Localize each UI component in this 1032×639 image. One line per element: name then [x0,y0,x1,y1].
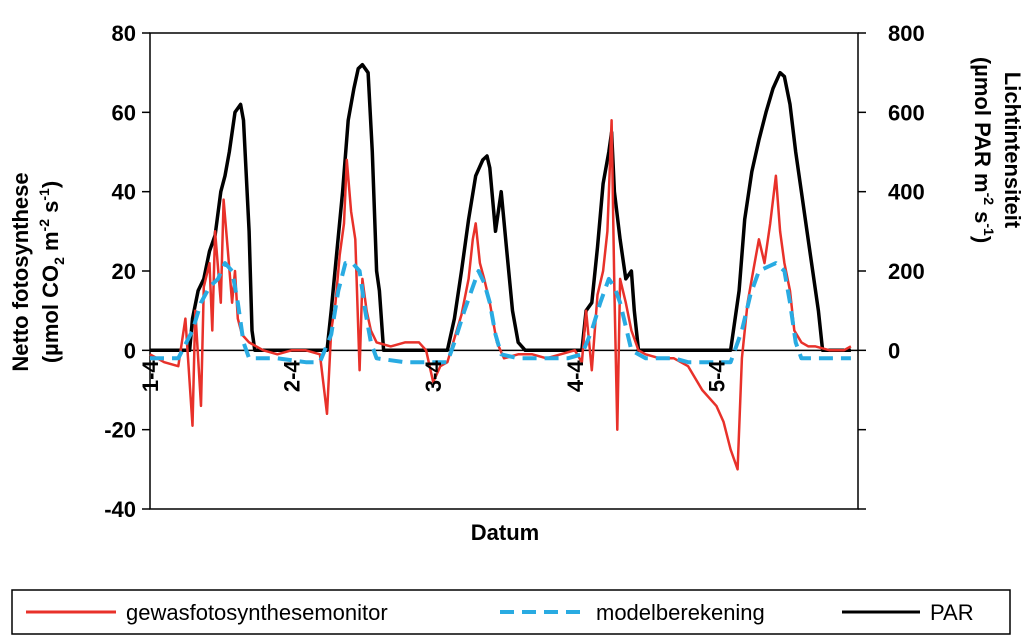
left-axis-title: Netto fotosynthese (µmol CO2 m-2 s-1) [8,172,67,371]
x-tick-label: 2-4 [280,360,305,393]
series-line-PAR [150,62,851,353]
plot-border [149,32,859,510]
legend-label-modelberekening: modelberekening [596,600,765,625]
series-layer [149,62,852,471]
legend-box [11,589,1011,635]
legend-label-gewasfotosynthesemonitor: gewasfotosynthesemonitor [126,600,388,625]
left-tick-label: -40 [104,497,136,522]
x-tick-label: 3-4 [421,360,446,393]
x-axis: 1-4 2-4 3-4 4-4 5-4 [138,360,729,393]
left-tick-label: -20 [104,418,136,443]
left-tick-label: 0 [124,338,136,363]
legend: gewasfotosynthesemonitor modelberekening P… [11,589,1011,635]
right-tick-label: 800 [888,21,925,46]
x-tick-label: 5-4 [704,360,729,393]
left-tick-label: 20 [112,259,136,284]
right-tick-label: 200 [888,259,925,284]
left-tick-label: 80 [112,21,136,46]
right-axis: 0 200 400 600 800 [858,21,925,510]
x-tick-label: 4-4 [563,360,588,393]
right-tick-label: 600 [888,100,925,125]
left-tick-label: 60 [112,100,136,125]
plot-frame [149,32,859,510]
legend-label-PAR: PAR [930,600,974,625]
x-axis-title: Datum [471,520,539,545]
right-axis-title: Lichtintensiteit(µmol PAR m-2 s-1) [970,57,1025,243]
series-line-gewasfotosynthesemonitor [149,119,852,471]
left-tick-label: 40 [112,180,136,205]
right-tick-label: 0 [888,338,900,363]
x-tick-label: 1-4 [138,360,163,393]
left-axis: -40 -20 0 20 40 60 80 [104,21,150,522]
right-tick-label: 400 [888,180,925,205]
